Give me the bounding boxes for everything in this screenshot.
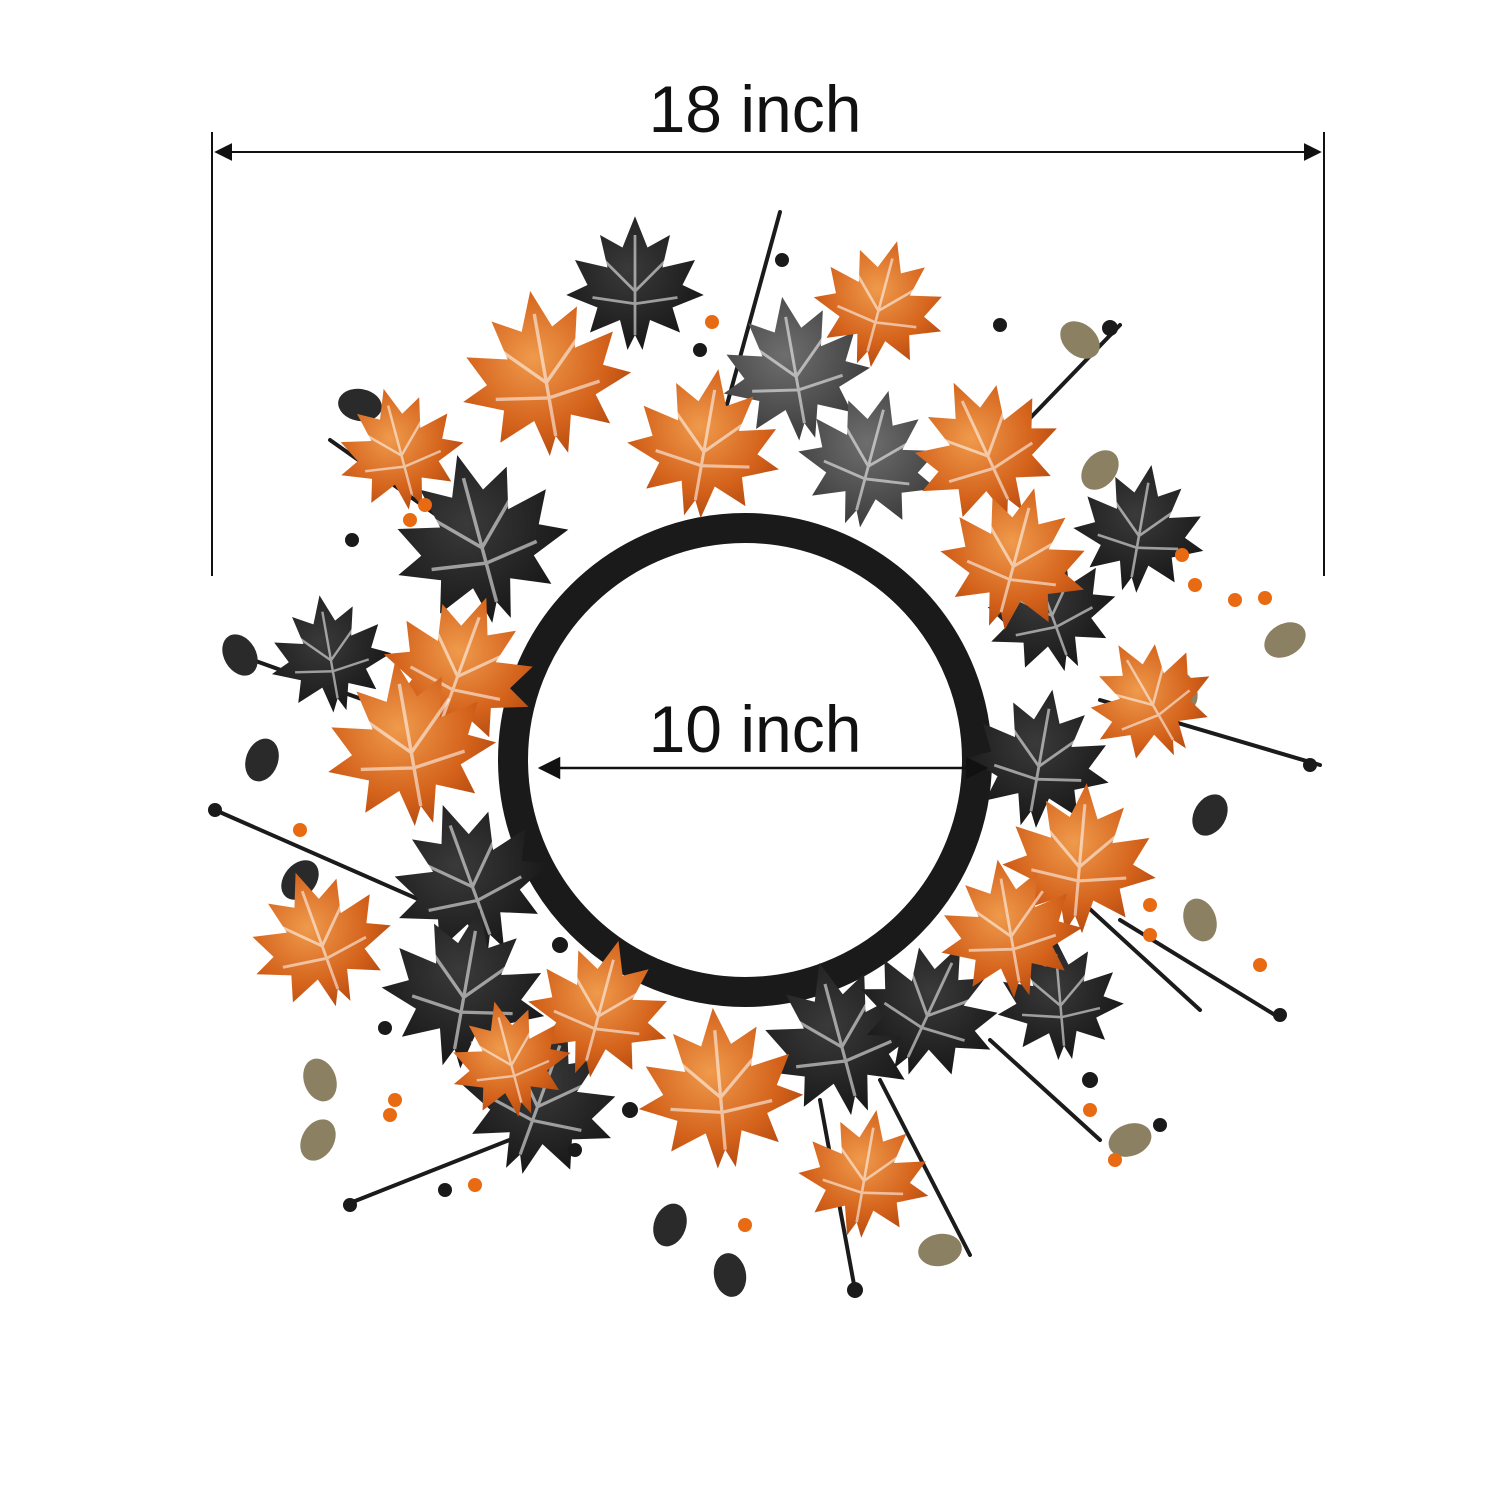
outer-diameter-label: 18 inch [648,72,862,146]
inner-diameter-label: 10 inch [648,692,862,766]
wreath-berries [208,253,1317,1298]
outer-dimension-marker [211,132,1325,576]
